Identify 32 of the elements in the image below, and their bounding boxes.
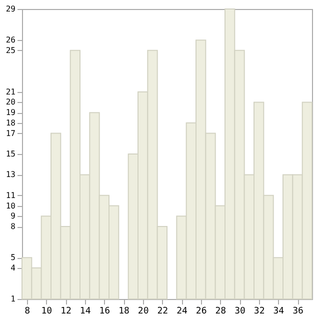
y-tick-label: 20 [6,98,16,107]
y-tick-label: 15 [6,150,16,158]
y-tick-label: 21 [6,87,16,96]
x-tick-label: 26 [196,306,207,316]
y-tick-label: 25 [6,46,16,55]
x-tick-label: 30 [234,306,246,316]
x-tick-label: 14 [80,306,91,316]
y-tick-label: 1 [10,294,16,304]
y-tick-label: 18 [6,118,16,128]
x-tick-label: 34 [273,306,284,316]
x-tick-label: 22 [157,306,168,316]
y-tick-label: 5 [10,253,16,262]
y-tick-label: 13 [6,170,16,180]
x-tick-label: 20 [138,306,149,316]
x-tick-label: 8 [24,306,30,316]
x-tick-label: 32 [254,306,265,316]
y-tick-label: 26 [6,36,16,45]
y-tick-label: 9 [10,212,16,221]
x-tick-label: 28 [215,306,226,316]
x-tick-label: 36 [292,306,304,316]
y-tick-label: 17 [6,128,16,138]
x-tick-label: 24 [176,306,188,316]
x-tick-label: 18 [118,306,130,316]
y-tick-label: 8 [10,222,16,231]
x-tick-label: 16 [99,306,110,316]
x-tick-label: 10 [41,306,52,316]
x-tick-label: 12 [60,306,72,316]
y-tick-label: 4 [10,263,16,272]
y-tick-label: 19 [6,108,16,118]
y-tick-label: 11 [6,190,16,200]
y-tick-label: 10 [6,201,16,210]
y-tick-label: 29 [6,4,16,14]
